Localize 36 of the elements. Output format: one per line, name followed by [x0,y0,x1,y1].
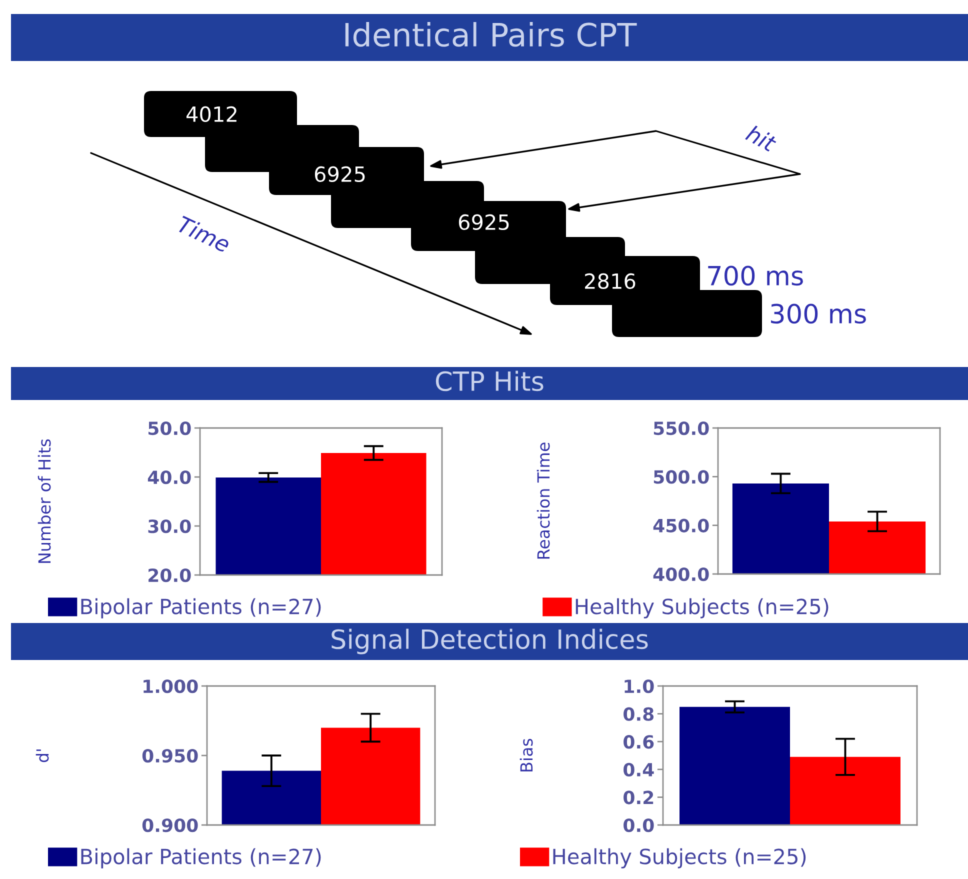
text: 6925 [458,214,509,230]
text: 300 ms [771,304,866,324]
y-tick-label: 50.0 [148,421,191,436]
text: hit [745,124,778,153]
text: Time [176,215,232,254]
y-axis-title: Number of Hits [38,439,51,563]
y-tick-label: 0.900 [142,818,198,832]
y-tick-label: 0.6 [624,735,654,749]
y-tick-label: 550.0 [654,421,709,436]
y-tick-label: 0.950 [142,748,198,763]
y-axis-title: d' [36,750,49,762]
text: 6925 [314,166,365,182]
y-tick-label: 450.0 [653,518,709,532]
legend-label: Healthy Subjects (n=25) [553,848,806,868]
y-tick-label: 40.0 [148,470,191,484]
y-tick-label: 400.0 [653,567,709,582]
series-label: Bipolar Patients (n=27) [81,848,321,868]
y-tick-label: 0.2 [624,790,654,804]
y-tick-label: 500.0 [654,470,709,484]
text: 2816 [585,273,636,290]
y-tick-label: 1.000 [144,679,198,694]
y-axis-title: Reaction Time [536,442,550,559]
y-tick-label: 0.0 [624,818,654,832]
text: 4012 [186,106,236,122]
text: 700 ms [708,266,803,286]
text: Identical Pairs CPT [345,22,637,47]
legend-label: Healthy Subjects (n=25) [576,598,828,618]
y-axis-title: Bias [520,738,533,772]
text: Signal Detection Indices [332,628,648,654]
y-tick-label: 20.0 [148,568,191,582]
legend-label: Bipolar Patients (n=27) [81,598,321,618]
y-tick-label: 0.8 [624,707,654,721]
y-tick-label: 30.0 [148,519,191,534]
y-tick-label: 1.0 [624,679,654,694]
y-tick-label: 0.4 [624,762,654,777]
chart-title: CTP Hits [436,370,544,392]
